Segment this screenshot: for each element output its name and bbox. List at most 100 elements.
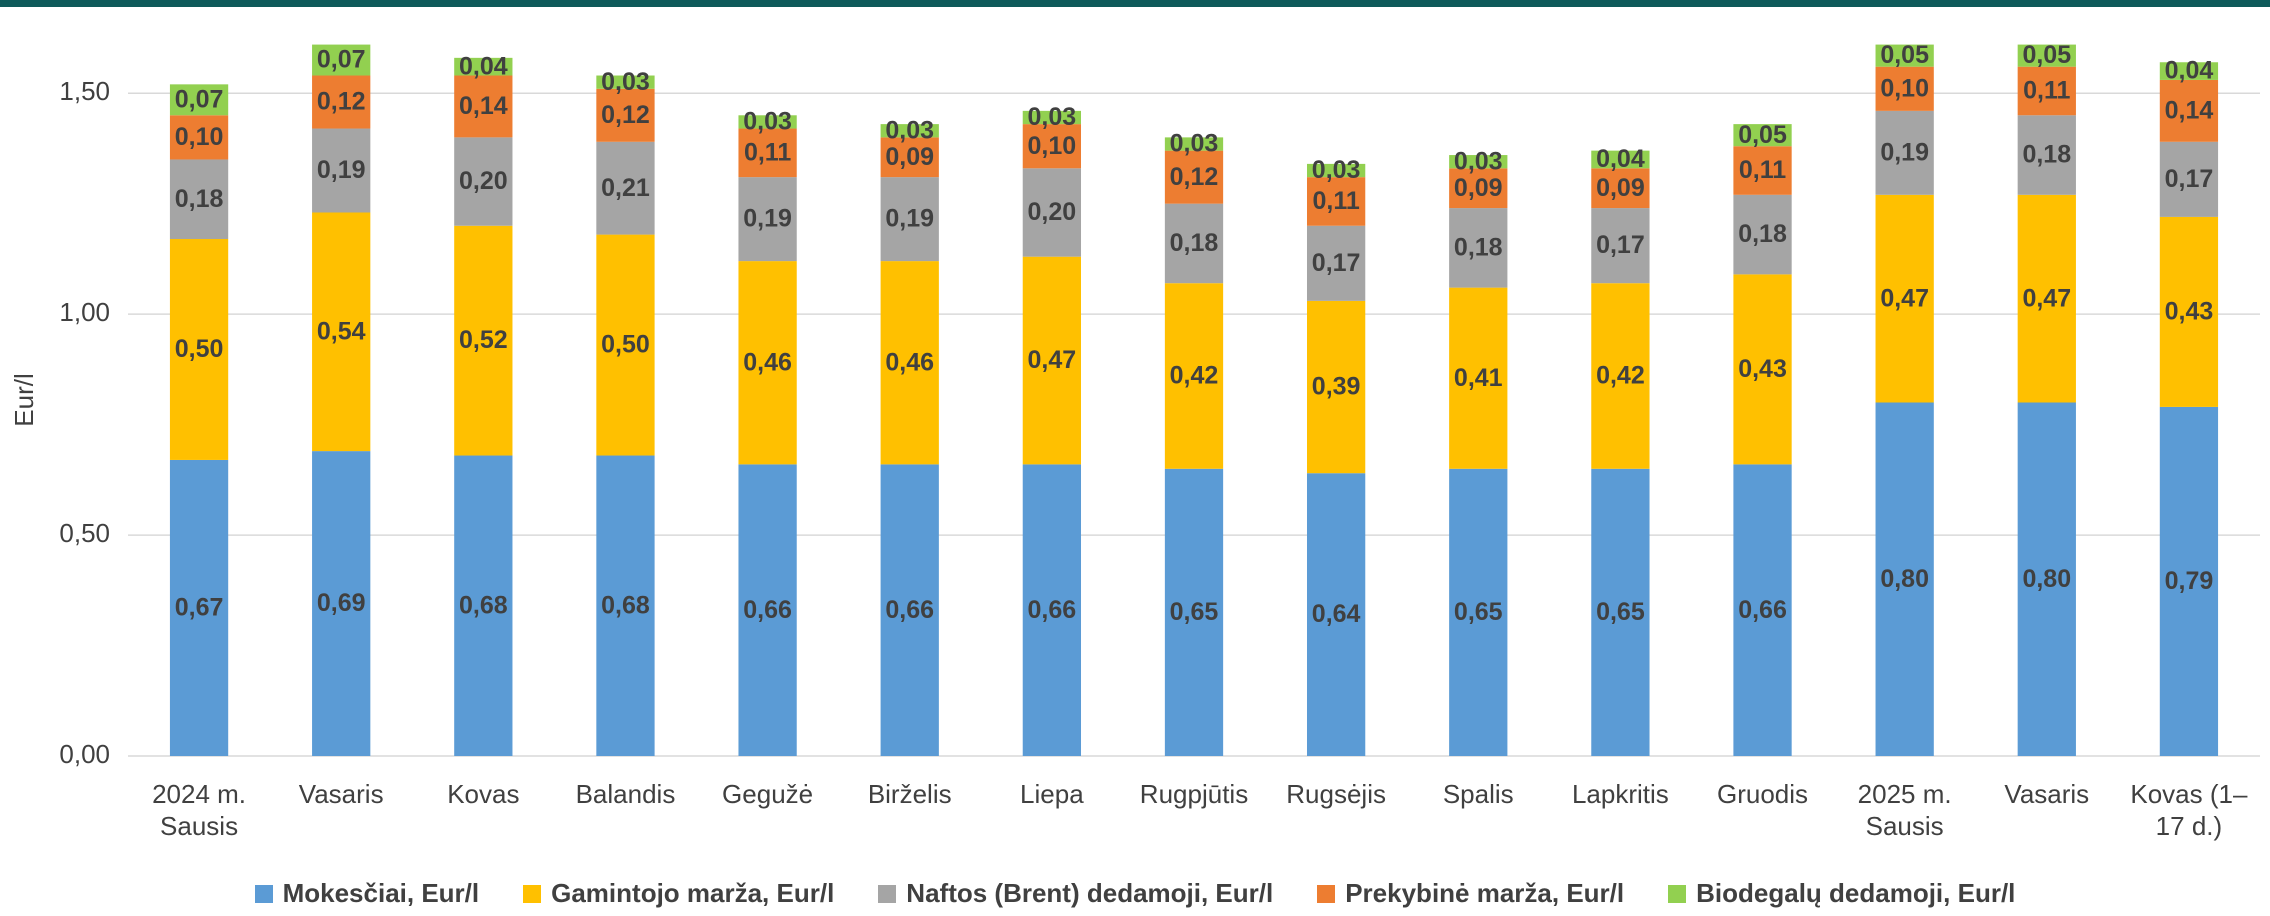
- data-label: 0,04: [2165, 57, 2214, 85]
- bar-segment: [312, 212, 371, 452]
- x-tick-label: Kovas: [447, 779, 520, 809]
- data-label: 0,14: [459, 92, 508, 120]
- bar-segment: [169, 84, 229, 116]
- bar-segment: [1449, 168, 1508, 209]
- data-label: 0,03: [1312, 156, 1361, 184]
- data-label: 0,80: [1880, 565, 1929, 593]
- x-tick-label: Birželis: [867, 779, 952, 809]
- bar-segment: [1164, 150, 1224, 204]
- data-label: 0,18: [1454, 233, 1503, 261]
- bar-segment: [169, 115, 229, 160]
- bar-segment: [454, 225, 513, 456]
- data-label: 0,03: [1028, 103, 1077, 131]
- legend-item: Biodegalų dedamoji, Eur/l: [1668, 878, 2015, 909]
- bar-segment: [1164, 283, 1224, 469]
- bar-segment: [1733, 274, 1792, 465]
- data-label: 0,05: [1738, 121, 1787, 149]
- bar-segment: [1875, 402, 1934, 756]
- bar-segment: [1022, 464, 1082, 756]
- bar-segment: [1022, 168, 1082, 257]
- data-label: 0,12: [601, 101, 650, 129]
- data-label: 0,47: [1880, 284, 1929, 312]
- bar-segment: [1591, 208, 1650, 284]
- bar-segment: [312, 128, 371, 213]
- bar-segment: [880, 261, 939, 465]
- legend-label: Prekybinė marža, Eur/l: [1345, 878, 1625, 908]
- bar-segment: [169, 159, 229, 240]
- bar-segment: [1591, 283, 1650, 469]
- bar-segment: [169, 459, 229, 756]
- data-label: 0,47: [2022, 284, 2071, 312]
- x-tick-label: Balandis: [575, 779, 676, 809]
- legend-item: Gamintojo marža, Eur/l: [523, 878, 834, 909]
- bar-segment: [1306, 300, 1366, 474]
- data-label: 0,79: [2165, 567, 2214, 595]
- bar-segment: [1306, 473, 1366, 756]
- bar-segment: [1733, 464, 1792, 756]
- data-label: 0,09: [1454, 174, 1503, 202]
- data-label: 0,18: [1738, 220, 1787, 248]
- data-label: 0,80: [2022, 565, 2071, 593]
- data-label: 0,19: [885, 205, 934, 233]
- data-label: 0,68: [601, 591, 650, 619]
- data-label: 0,11: [2023, 77, 2070, 105]
- bar-segment: [2159, 406, 2219, 756]
- bar-segment: [596, 455, 655, 756]
- data-label: 0,54: [317, 317, 366, 345]
- bar-segment: [1306, 225, 1366, 301]
- data-label: 0,17: [2165, 165, 2214, 193]
- data-label: 0,14: [2165, 96, 2214, 124]
- legend-label: Naftos (Brent) dedamoji, Eur/l: [906, 878, 1274, 908]
- x-tick-label: Lapkritis: [1571, 779, 1669, 809]
- legend-item: Naftos (Brent) dedamoji, Eur/l: [878, 878, 1273, 909]
- bar-segment: [1306, 177, 1366, 226]
- data-label: 0,07: [175, 85, 224, 113]
- data-label: 0,03: [1170, 130, 1219, 158]
- x-tick-label: Kovas (1–17 d.): [2130, 779, 2248, 841]
- bar-segment: [2159, 216, 2219, 407]
- bar-segment: [1164, 468, 1224, 756]
- bar-segment: [596, 141, 655, 235]
- bar-segment: [2017, 44, 2076, 67]
- legend-label: Biodegalų dedamoji, Eur/l: [1696, 878, 2016, 908]
- data-label: 0,17: [1596, 231, 1645, 259]
- legend-swatch: [523, 884, 542, 903]
- bar-segment: [1306, 163, 1366, 178]
- bar-segment: [1449, 468, 1508, 756]
- y-axis-label: Eur/l: [9, 373, 39, 426]
- bar-segment: [2017, 66, 2076, 116]
- bar-segment: [1022, 256, 1082, 465]
- legend-item: Prekybinė marža, Eur/l: [1317, 878, 1624, 909]
- x-tick-label: 2025 m. Sausis: [1857, 779, 1952, 841]
- x-tick-label: Liepa: [1020, 779, 1084, 809]
- data-label: 0,18: [2022, 141, 2071, 169]
- data-label: 0,04: [1596, 145, 1645, 173]
- bar-segment: [880, 137, 939, 178]
- data-label: 0,18: [175, 185, 224, 213]
- data-label: 0,43: [2165, 298, 2214, 326]
- legend-label: Mokesčiai, Eur/l: [282, 878, 480, 908]
- bar-segment: [880, 464, 939, 756]
- bar-segment: [738, 115, 797, 129]
- data-label: 0,39: [1312, 373, 1361, 401]
- bar-segment: [1875, 44, 1934, 67]
- data-label: 0,47: [1028, 346, 1077, 374]
- data-label: 0,10: [1028, 132, 1077, 160]
- data-label: 0,09: [1596, 174, 1645, 202]
- bar-segment: [2017, 402, 2076, 756]
- bar-segment: [880, 177, 939, 262]
- bar-segment: [169, 239, 229, 460]
- x-tick-label: Rugpjūtis: [1139, 779, 1249, 809]
- bar-segment: [1875, 66, 1934, 111]
- legend-label: Gamintojo marža, Eur/l: [551, 878, 835, 908]
- data-label: 0,11: [744, 138, 791, 166]
- bar-segment: [454, 75, 513, 138]
- bar-segment: [1875, 194, 1934, 403]
- data-label: 0,69: [317, 589, 366, 617]
- bar-segment: [738, 464, 797, 756]
- y-tick-label: 0,00: [59, 739, 110, 769]
- bar-segment: [1449, 208, 1508, 288]
- legend-swatch: [878, 884, 897, 903]
- bar-segment: [880, 124, 939, 138]
- legend-item: Mokesčiai, Eur/l: [254, 878, 480, 909]
